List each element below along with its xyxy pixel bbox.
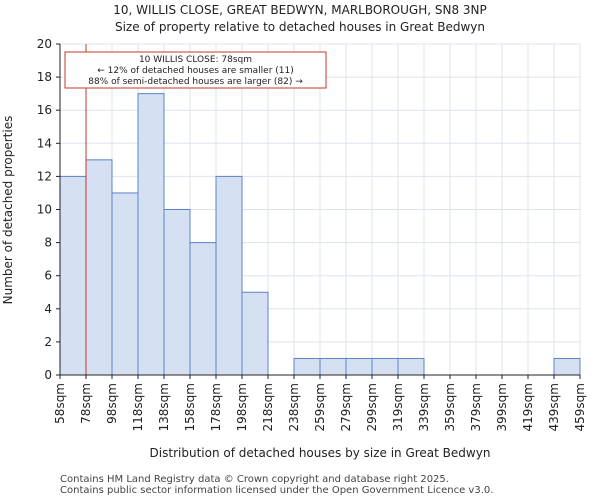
footer-line-1: Contains HM Land Registry data © Crown c… bbox=[60, 474, 449, 485]
x-tick-label: 439sqm bbox=[547, 383, 561, 431]
bars bbox=[59, 93, 581, 376]
x-tick-label: 178sqm bbox=[209, 383, 223, 431]
y-tick-label: 18 bbox=[37, 70, 52, 84]
bar bbox=[189, 242, 217, 376]
y-tick-label: 16 bbox=[37, 103, 52, 117]
bar bbox=[59, 175, 87, 376]
x-tick-label: 299sqm bbox=[365, 383, 379, 431]
bar bbox=[85, 159, 113, 376]
bar bbox=[215, 175, 243, 376]
x-tick-label: 78sqm bbox=[79, 383, 93, 424]
bar bbox=[137, 93, 165, 376]
x-tick-label: 158sqm bbox=[183, 383, 197, 431]
bar bbox=[371, 357, 399, 376]
bar bbox=[293, 357, 321, 376]
x-tick-label: 379sqm bbox=[469, 383, 483, 431]
y-tick-label: 0 bbox=[44, 368, 52, 382]
y-tick-label: 6 bbox=[44, 269, 52, 283]
annotation-frame bbox=[64, 51, 327, 89]
y-tick-label: 12 bbox=[37, 169, 52, 183]
bar bbox=[163, 209, 191, 376]
annotation-line: 10 WILLIS CLOSE: 78sqm bbox=[139, 55, 252, 65]
bar bbox=[345, 357, 373, 376]
x-tick-labels: 58sqm 78sqm 98sqm 118sqm 138sqm 158sqm 178sqm 1… bbox=[53, 375, 587, 431]
footer-line-2: Contains public sector information licen… bbox=[60, 485, 494, 496]
annotation-box: 10 WILLIS CLOSE: 78sqm← 12% of detached … bbox=[64, 51, 327, 89]
x-tick-label: 98sqm bbox=[105, 383, 119, 424]
x-tick-label: 118sqm bbox=[131, 383, 145, 431]
y-axis-label: Number of detached properties bbox=[1, 116, 15, 305]
bar bbox=[397, 357, 425, 376]
annotation-line: ← 12% of detached houses are smaller (11… bbox=[97, 66, 294, 76]
x-tick-label: 339sqm bbox=[417, 383, 431, 431]
x-axis-label: Distribution of detached houses by size … bbox=[150, 446, 491, 460]
x-tick-label: 238sqm bbox=[287, 383, 301, 431]
bar bbox=[553, 357, 581, 376]
x-tick-label: 359sqm bbox=[443, 383, 457, 431]
x-tick-label: 259sqm bbox=[313, 383, 327, 431]
x-tick-label: 58sqm bbox=[53, 383, 67, 424]
y-tick-label: 4 bbox=[44, 302, 52, 316]
annotation-line: 88% of semi-detached houses are larger (… bbox=[88, 77, 303, 87]
bar bbox=[241, 291, 269, 376]
bar bbox=[111, 192, 139, 376]
chart-subtitle: Size of property relative to detached ho… bbox=[114, 20, 485, 34]
bar bbox=[319, 357, 347, 376]
x-tick-label: 198sqm bbox=[235, 383, 249, 431]
x-tick-label: 319sqm bbox=[391, 383, 405, 431]
x-tick-label: 218sqm bbox=[261, 383, 275, 431]
y-tick-label: 2 bbox=[44, 335, 52, 349]
x-tick-label: 279sqm bbox=[339, 383, 353, 431]
y-tick-labels: 0 2 4 6 8 10 12 14 16 18 20 bbox=[37, 37, 60, 382]
y-tick-label: 10 bbox=[37, 203, 52, 217]
x-tick-label: 459sqm bbox=[573, 383, 587, 431]
y-tick-label: 14 bbox=[37, 136, 52, 150]
y-tick-label: 8 bbox=[44, 236, 52, 250]
chart-title: 10, WILLIS CLOSE, GREAT BEDWYN, MARLBORO… bbox=[113, 3, 487, 17]
x-tick-label: 399sqm bbox=[495, 383, 509, 431]
x-tick-label: 138sqm bbox=[157, 383, 171, 431]
x-tick-label: 419sqm bbox=[521, 383, 535, 431]
y-tick-label: 20 bbox=[37, 37, 52, 51]
